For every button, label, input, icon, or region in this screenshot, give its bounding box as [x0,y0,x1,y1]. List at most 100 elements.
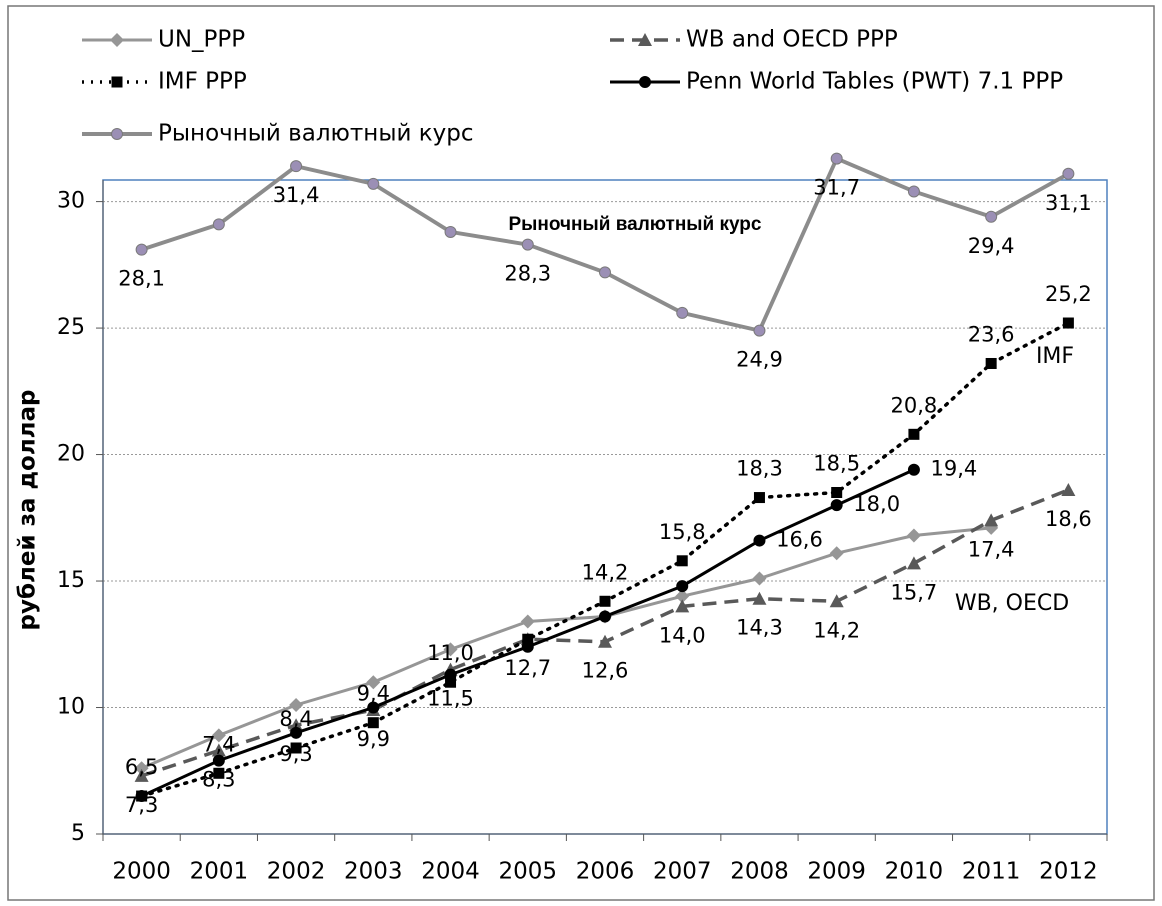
y-tick-label: 20 [57,442,85,467]
x-tick-label: 2007 [653,859,712,885]
data-point [753,534,766,547]
data-label: 31,7 [813,176,860,200]
data-label: 11,5 [427,687,474,711]
data-point [290,160,303,173]
data-point [907,463,920,476]
x-tick-label: 2005 [498,859,557,885]
data-label: 9,9 [357,727,390,751]
data-point [985,357,997,369]
x-tick-label: 2011 [962,859,1021,885]
chart-frame [7,5,1155,901]
y-tick-label: 25 [57,315,85,340]
data-point [906,556,921,570]
y-tick-label: 30 [57,189,85,214]
y-tick-label: 5 [71,821,85,846]
data-label: 28,1 [118,267,165,291]
data-label: 18,5 [813,452,860,476]
data-point [984,513,999,527]
x-tick-label: 2003 [344,859,403,885]
legend-label: UN_PPP [158,27,245,53]
data-point [753,324,766,337]
data-label: 17,4 [968,537,1015,561]
legend-label: Рыночный валютный курс [158,121,474,147]
legend-marker [110,33,124,47]
data-label: 15,8 [659,520,706,544]
legend-marker [638,33,652,46]
data-label: 20,8 [891,393,938,417]
series-line [141,526,992,770]
data-point [290,726,303,739]
data-point [752,571,767,586]
y-tick-label: 15 [57,568,85,593]
data-point [752,591,767,605]
annotation: Рыночный валютный курс [509,214,762,235]
x-tick-label: 2012 [1039,859,1098,885]
data-point [211,743,226,757]
data-label: 31,1 [1045,191,1092,215]
data-label: 18,0 [853,492,900,516]
x-tick-label: 2010 [885,859,944,885]
data-point [829,546,844,561]
data-point [1062,317,1074,329]
data-point [521,238,534,251]
legend-label: Penn World Tables (PWT) 7.1 PPP [686,69,1063,95]
x-tick-label: 2004 [421,859,480,885]
data-point [599,266,611,279]
x-tick-label: 2006 [576,859,635,885]
data-label: 14,3 [736,616,783,640]
annotation: WB, OECD [955,591,1069,616]
data-point [211,728,226,743]
data-point [290,742,302,754]
data-label: 25,2 [1045,282,1092,306]
data-label: 14,0 [659,623,706,647]
data-point [443,642,458,657]
data-point [675,599,690,613]
y-tick-label: 10 [57,695,85,720]
data-point [134,761,149,776]
data-label: 18,3 [736,457,783,481]
data-label: 11,0 [427,641,474,665]
data-point [212,218,225,231]
data-label: 29,4 [968,234,1015,258]
data-point [1062,167,1075,180]
data-label: 7,4 [202,732,235,756]
data-point [367,177,380,190]
data-label: 23,6 [968,322,1015,346]
data-point [753,492,765,504]
data-label: 28,3 [504,262,551,286]
x-tick-label: 2009 [807,859,866,885]
data-label: 14,2 [582,560,629,584]
data-label: 31,4 [273,183,320,207]
data-point [830,152,843,165]
data-point [598,634,612,648]
data-point [599,595,611,607]
data-point [676,580,689,593]
data-point [520,614,535,629]
data-point [212,754,225,767]
data-label: 16,6 [776,528,823,552]
data-point [213,767,225,779]
data-label: 24,9 [736,348,783,372]
legend-marker [111,128,123,140]
legend-marker [639,76,651,88]
data-point [289,697,304,712]
data-point [1061,482,1076,496]
legend-marker [111,76,123,88]
data-label: 18,6 [1045,507,1092,531]
data-point [831,487,843,498]
x-tick-label: 2000 [112,859,171,885]
data-point [985,210,998,223]
data-point [522,633,534,645]
x-tick-label: 2008 [730,859,789,885]
data-point [676,555,688,567]
legend-label: IMF PPP [158,69,247,95]
data-label: 12,6 [582,659,629,683]
data-point [908,428,920,440]
legend-label: WB and OECD PPP [686,27,898,53]
data-point [599,610,611,623]
data-point [367,701,380,714]
data-label: 19,4 [931,457,978,481]
data-point [367,717,379,729]
data-point [676,306,689,319]
